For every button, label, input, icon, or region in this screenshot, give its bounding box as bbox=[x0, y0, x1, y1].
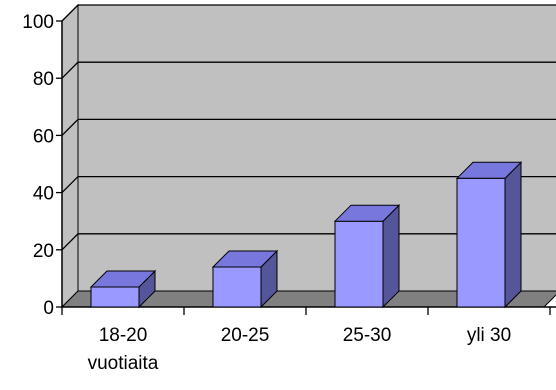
bar-group bbox=[211, 249, 279, 309]
tick-labels: 0 20 40 60 80 100 18-20 vuotiaita 20-25 25-30 yli … bbox=[22, 12, 511, 374]
bar-top bbox=[211, 250, 279, 268]
x-tick-label: 25-30 bbox=[343, 325, 392, 346]
y-tick-label: 60 bbox=[33, 126, 54, 147]
bar bbox=[212, 266, 262, 308]
x-tick-label: 18-20 bbox=[99, 325, 148, 346]
bar-group bbox=[89, 269, 157, 309]
y-tick-label: 0 bbox=[43, 298, 54, 319]
bar-top bbox=[333, 204, 401, 222]
bar-side bbox=[382, 203, 400, 309]
bar-top bbox=[89, 270, 157, 288]
bar-top bbox=[455, 161, 523, 179]
gridline bbox=[61, 4, 556, 22]
x-tick-label: yli 30 bbox=[467, 325, 511, 346]
y-tick-label: 40 bbox=[33, 184, 54, 205]
gridline bbox=[61, 118, 556, 136]
bar bbox=[456, 177, 506, 308]
bar bbox=[90, 286, 140, 308]
bar-group bbox=[333, 203, 401, 309]
x-tick-label: 20-25 bbox=[221, 325, 270, 346]
y-tick-label: 20 bbox=[33, 241, 54, 262]
y-tick-label: 80 bbox=[33, 69, 54, 90]
x-tick-label: vuotiaita bbox=[88, 353, 159, 374]
bars bbox=[89, 161, 523, 309]
chart-side-wall bbox=[61, 3, 79, 309]
bar bbox=[334, 220, 384, 308]
chart-background bbox=[60, 3, 556, 309]
y-tick-label: 100 bbox=[22, 12, 54, 33]
bar-side bbox=[504, 161, 522, 309]
bar-group bbox=[455, 161, 523, 309]
gridline bbox=[61, 61, 556, 79]
gridline bbox=[61, 175, 556, 194]
